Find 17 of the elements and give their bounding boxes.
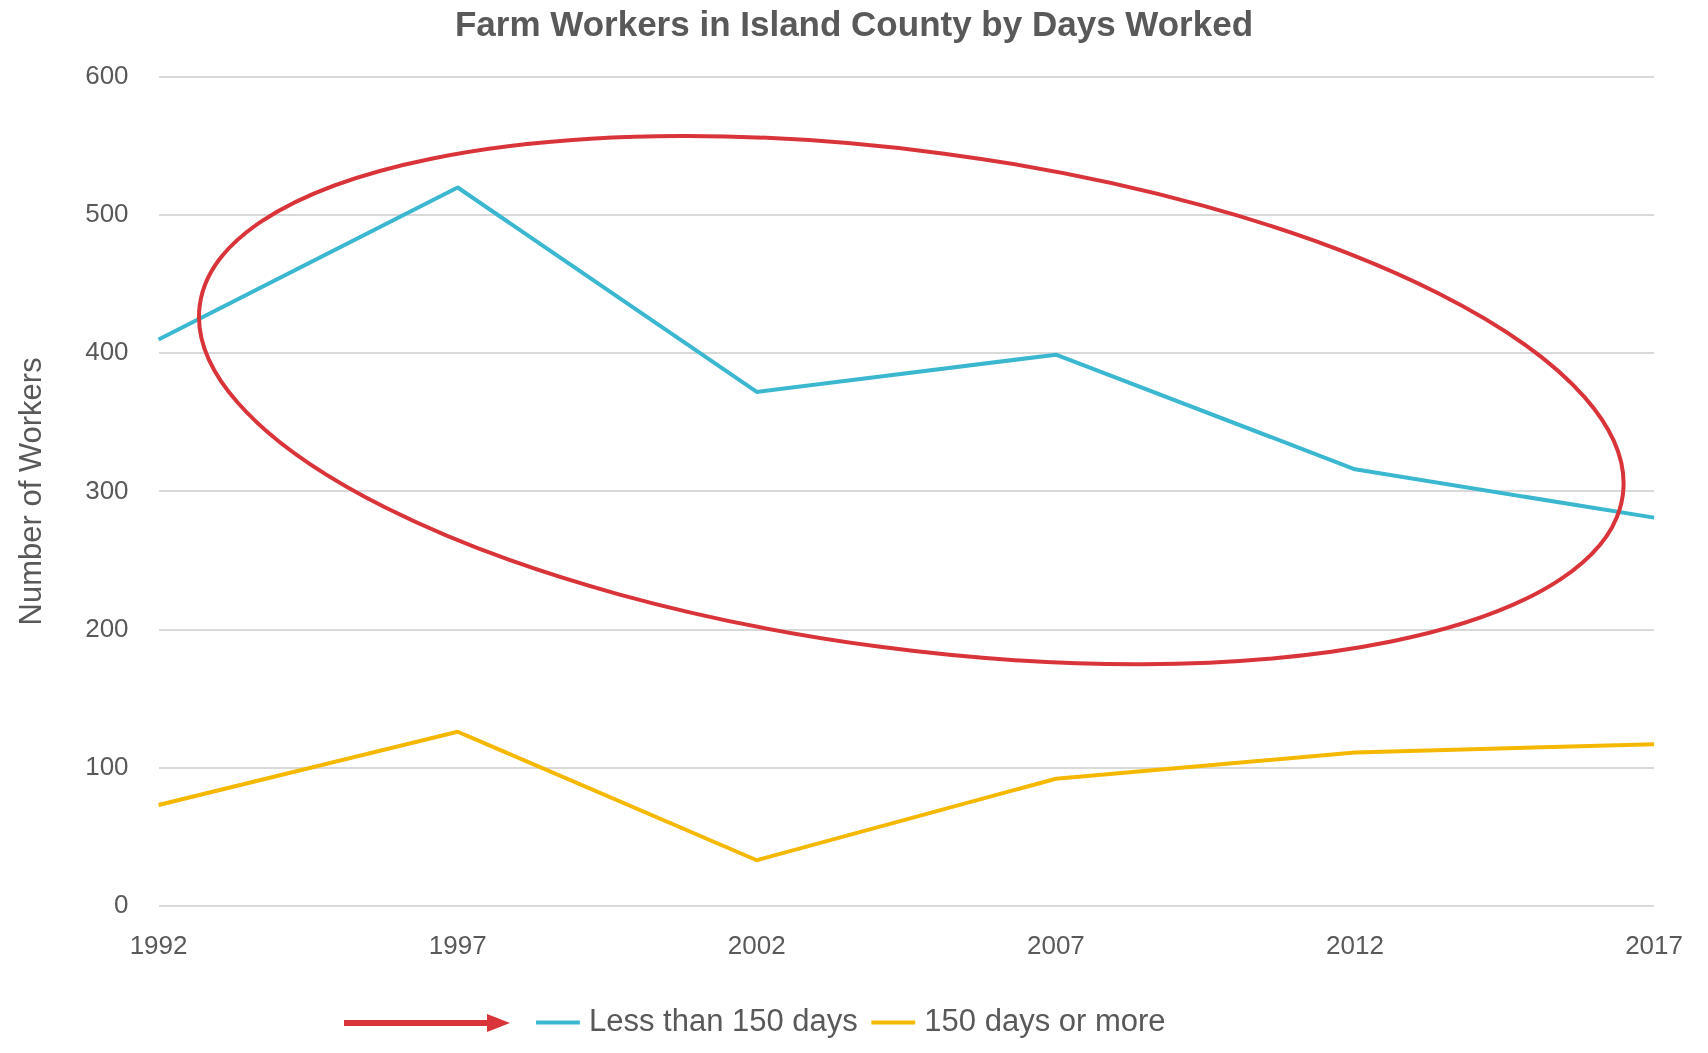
y-tick-label: 400: [85, 336, 129, 367]
y-axis-title: Number of Workers: [13, 357, 49, 626]
y-tick-label: 300: [85, 474, 129, 505]
y-tick-label: 200: [85, 612, 129, 643]
x-tick-label: 2017: [1625, 929, 1683, 960]
x-tick-label: 1992: [129, 929, 188, 960]
legend-label: 150 days or more: [924, 1003, 1166, 1039]
y-tick-label: 600: [85, 60, 129, 91]
x-tick-label: 2012: [1326, 929, 1384, 960]
y-tick-label: 500: [85, 198, 129, 229]
x-tick-label: 1997: [428, 929, 487, 960]
y-tick-label: 0: [114, 888, 129, 919]
legend-label: Less than 150 days: [588, 1003, 858, 1039]
x-tick-label: 2002: [727, 929, 786, 960]
x-tick-label: 2007: [1026, 929, 1085, 960]
chart-title: Farm Workers in Island County by Days Worked: [454, 3, 1254, 43]
y-tick-label: 100: [85, 750, 129, 781]
